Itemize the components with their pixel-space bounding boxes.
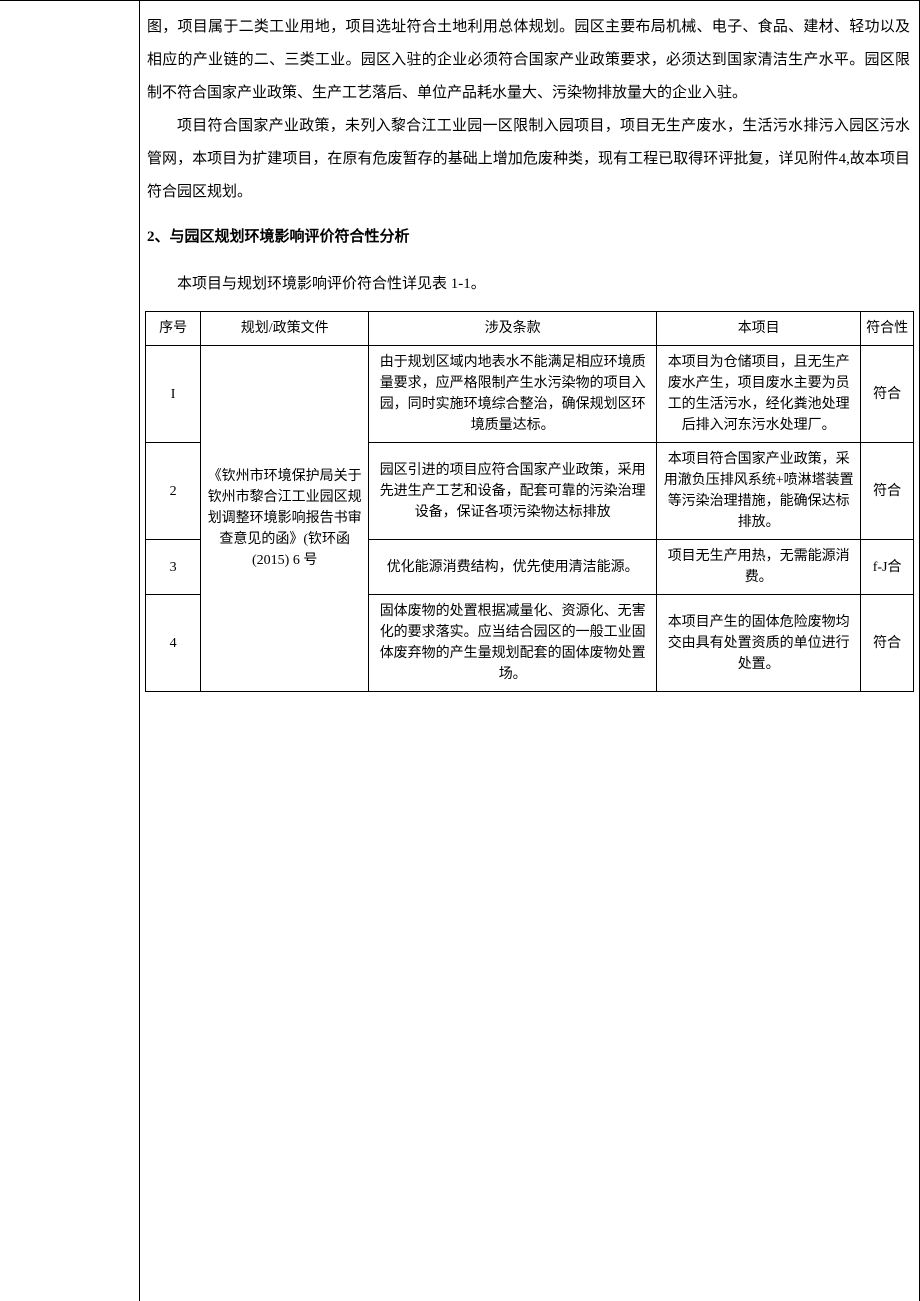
header-item: 涉及条款 [369,312,657,346]
cell-item: 园区引进的项目应符合国家产业政策，采用先进生产工艺和设备，配套可靠的污染治理设备… [369,443,657,540]
cell-item: 优化能源消费结构，优先使用清洁能源。 [369,540,657,595]
cell-idx: 2 [146,443,201,540]
header-conform: 符合性 [861,312,914,346]
table-caption: 本项目与规划环境影响评价符合性详见表 1-1。 [145,268,914,301]
cell-project: 本项目为仓储项目，且无生产废水产生，项目废水主要为员工的生活污水，经化粪池处理后… [657,346,861,443]
cell-idx: 3 [146,540,201,595]
header-policy: 规划/政策文件 [201,312,369,346]
section-heading: 2、与园区规划环境影响评价符合性分析 [145,221,914,254]
table-header-row: 序号 规划/政策文件 涉及条款 本项目 符合性 [146,312,914,346]
cell-idx: I [146,346,201,443]
cell-idx: 4 [146,595,201,692]
cell-conform: f-J合 [861,540,914,595]
cell-project: 本项目符合国家产业政策，采用澈负压排风系统+喷淋塔装置等污染治理措施，能确保达标… [657,443,861,540]
paragraph-1: 图，项目属于二类工业用地，项目选址符合土地利用总体规划。园区主要布局机械、电子、… [145,11,914,110]
cell-conform: 符合 [861,346,914,443]
paragraph-2: 项目符合国家产业政策，未列入黎合江工业园一区限制入园项目，项目无生产废水，生活污… [145,110,914,209]
page-container: 图，项目属于二类工业用地，项目选址符合土地利用总体规划。园区主要布局机械、电子、… [0,0,920,1301]
cell-item: 由于规划区域内地表水不能满足相应环境质量要求，应严格限制产生水污染物的项目入园，… [369,346,657,443]
cell-conform: 符合 [861,595,914,692]
header-project: 本项目 [657,312,861,346]
cell-policy: 《钦州市环境保护局关于钦州市黎合江工业园区规划调整环境影响报告书审查意见的函》(… [201,346,369,692]
cell-conform: 符合 [861,443,914,540]
conformity-table: 序号 规划/政策文件 涉及条款 本项目 符合性 I 《钦州市环境保护局关于钦州市… [145,311,914,692]
table-row: I 《钦州市环境保护局关于钦州市黎合江工业园区规划调整环境影响报告书审查意见的函… [146,346,914,443]
left-column [0,1,140,1301]
cell-project: 本项目产生的固体危险废物均交由具有处置资质的单位进行处置。 [657,595,861,692]
content-column: 图，项目属于二类工业用地，项目选址符合土地利用总体规划。园区主要布局机械、电子、… [140,1,919,1301]
cell-item: 固体废物的处置根据减量化、资源化、无害化的要求落实。应当结合园区的一般工业固体废… [369,595,657,692]
cell-project: 项目无生产用热，无需能源消费。 [657,540,861,595]
header-idx: 序号 [146,312,201,346]
